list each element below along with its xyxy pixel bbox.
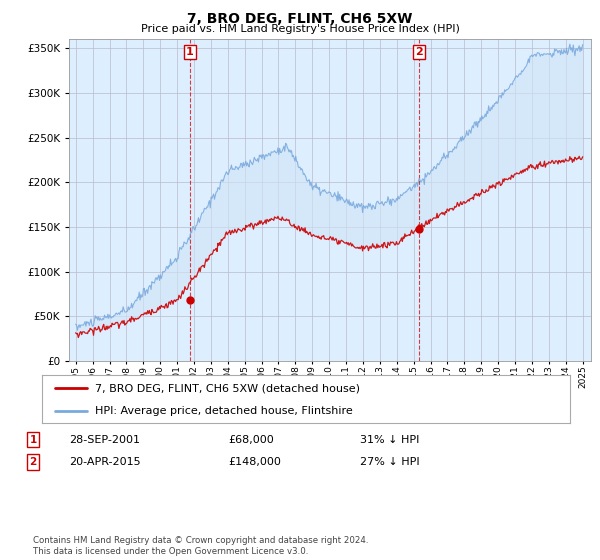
Text: 7, BRO DEG, FLINT, CH6 5XW: 7, BRO DEG, FLINT, CH6 5XW (187, 12, 413, 26)
Text: Price paid vs. HM Land Registry's House Price Index (HPI): Price paid vs. HM Land Registry's House … (140, 24, 460, 34)
Text: 7, BRO DEG, FLINT, CH6 5XW (detached house): 7, BRO DEG, FLINT, CH6 5XW (detached hou… (95, 383, 360, 393)
Text: 20-APR-2015: 20-APR-2015 (69, 457, 140, 467)
Text: £148,000: £148,000 (228, 457, 281, 467)
Text: 27% ↓ HPI: 27% ↓ HPI (360, 457, 419, 467)
Text: 2: 2 (29, 457, 37, 467)
Text: £68,000: £68,000 (228, 435, 274, 445)
Text: 1: 1 (186, 47, 194, 57)
Text: 28-SEP-2001: 28-SEP-2001 (69, 435, 140, 445)
Text: 2: 2 (415, 47, 422, 57)
Text: HPI: Average price, detached house, Flintshire: HPI: Average price, detached house, Flin… (95, 406, 353, 416)
Text: Contains HM Land Registry data © Crown copyright and database right 2024.
This d: Contains HM Land Registry data © Crown c… (33, 536, 368, 556)
Text: 1: 1 (29, 435, 37, 445)
Text: 31% ↓ HPI: 31% ↓ HPI (360, 435, 419, 445)
